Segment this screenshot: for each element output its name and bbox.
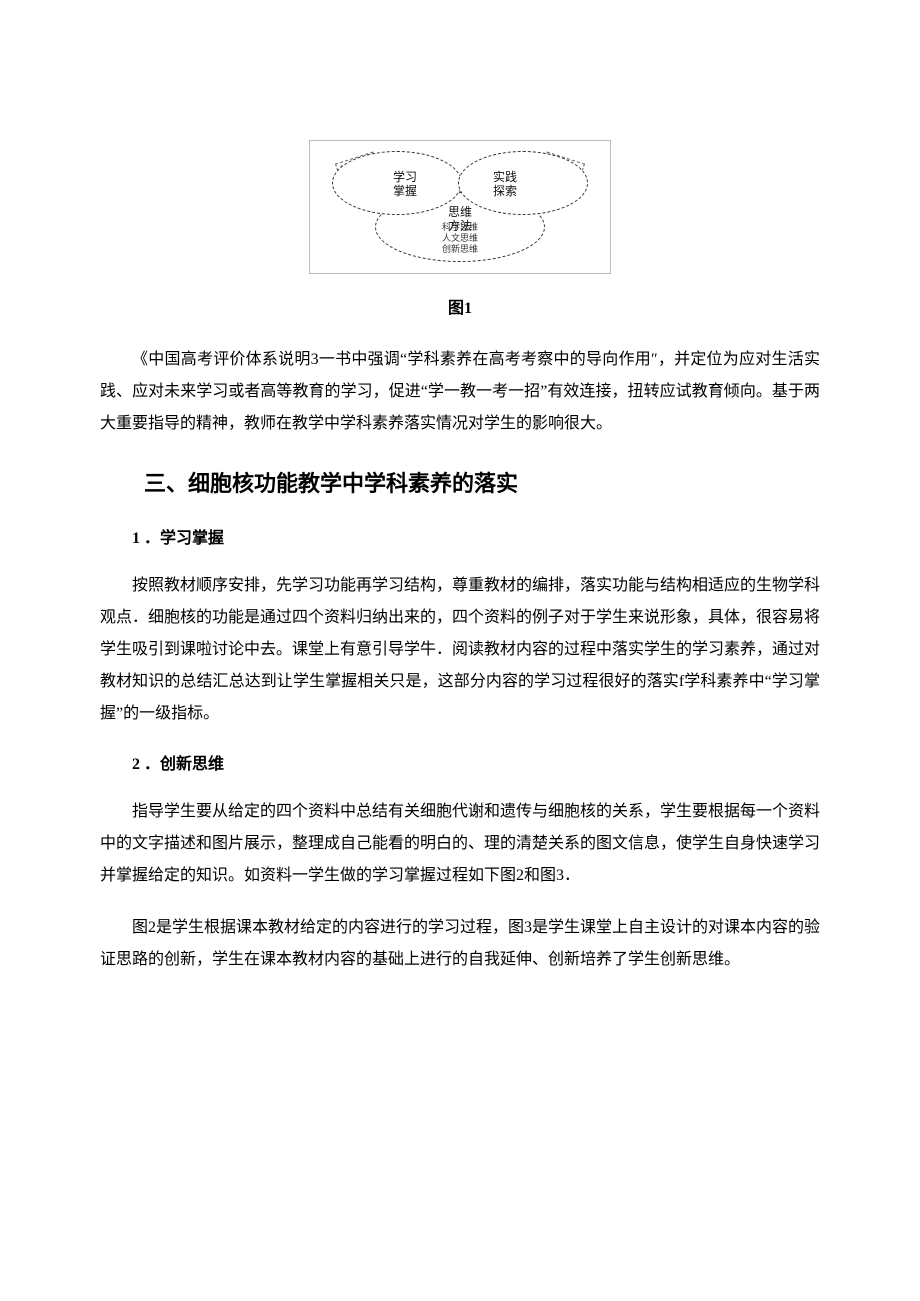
- heading-3-1: 1 ．学习掌握: [100, 524, 820, 548]
- figure-1-diagram: 创造性 批判性 建构性 创造性 批判性 建构性 学习 掌握 实践 探索 思维 方…: [330, 147, 590, 267]
- figure-1-box: 创造性 批判性 建构性 创造性 批判性 建构性 学习 掌握 实践 探索 思维 方…: [309, 140, 611, 274]
- ellipse-right-label: 实践 探索: [493, 170, 517, 198]
- ellipse-left: 学习 掌握: [332, 151, 462, 215]
- heading-section-3: 三、细胞核功能教学中学科素养的落实: [100, 466, 820, 498]
- paragraph-2: 按照教材顺序安排，先学习功能再学习结构，尊重教材的编排，落实功能与结构相适应的生…: [100, 570, 820, 730]
- ellipse-right: 实践 探索: [458, 151, 588, 215]
- ellipse-bottom-note: 科学思维 人文思维 创新思维: [376, 222, 544, 255]
- document-page: 创造性 批判性 建构性 创造性 批判性 建构性 学习 掌握 实践 探索 思维 方…: [0, 0, 920, 1056]
- ellipse-left-label: 学习 掌握: [393, 170, 417, 198]
- heading-3-2: 2 ．创新思维: [100, 750, 820, 774]
- paragraph-1: 《中国高考评价体系说明3一书中强调“学科素养在高考考察中的导向作用″，并定位为应…: [100, 344, 820, 440]
- paragraph-4: 图2是学生根据课本教材给定的内容进行的学习过程，图3是学生课堂上自主设计的对课本…: [100, 912, 820, 976]
- paragraph-3: 指导学生要从给定的四个资料中总结有关细胞代谢和遗传与细胞核的关系，学生要根据每一…: [100, 796, 820, 892]
- figure-1-caption: 图1: [100, 294, 820, 318]
